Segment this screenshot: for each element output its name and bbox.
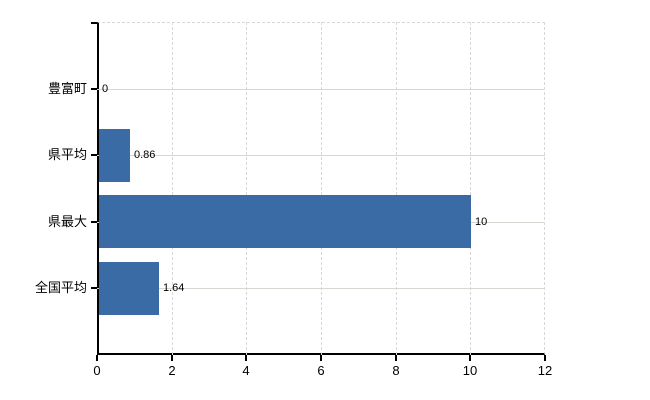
gridline-horizontal (97, 288, 545, 289)
category-label: 県平均 (47, 147, 87, 162)
x-tick-mark (395, 355, 397, 361)
y-tick-mark (91, 287, 97, 289)
x-tick-mark (245, 355, 247, 361)
bar (99, 195, 471, 248)
y-tick-mark (91, 154, 97, 156)
y-axis-end-tick-mark (91, 22, 97, 24)
y-tick-mark (91, 88, 97, 90)
x-tick-mark (544, 355, 546, 361)
bar-value-label: 1.64 (163, 282, 185, 294)
gridline-vertical (395, 22, 397, 355)
gridline-vertical (321, 22, 322, 355)
category-label: 豊富町 (47, 81, 87, 96)
y-tick-mark (91, 221, 97, 223)
x-tick-label: 0 (93, 363, 101, 378)
bar-value-label: 0.86 (134, 149, 156, 161)
x-tick-mark (96, 355, 98, 361)
category-label: 県最大 (47, 214, 87, 229)
x-tick-mark (320, 355, 322, 361)
x-tick-mark (171, 355, 173, 361)
x-tick-mark (469, 355, 471, 361)
gridline-vertical (246, 22, 248, 355)
x-tick-label: 12 (537, 363, 553, 378)
bar-value-label: 0 (102, 83, 109, 95)
x-tick-label: 8 (392, 363, 400, 378)
bar (99, 129, 130, 182)
gridline-horizontal (97, 89, 545, 90)
gridline-horizontal (97, 155, 545, 156)
x-tick-label: 2 (168, 363, 176, 378)
gridline-vertical (470, 22, 472, 355)
x-tick-label: 4 (242, 363, 250, 378)
x-tick-label: 6 (317, 363, 325, 378)
bar-value-label: 10 (475, 216, 488, 228)
bar (99, 262, 159, 315)
category-label: 全国平均 (34, 280, 87, 295)
gridline-vertical (171, 22, 173, 355)
x-tick-label: 10 (462, 363, 478, 378)
